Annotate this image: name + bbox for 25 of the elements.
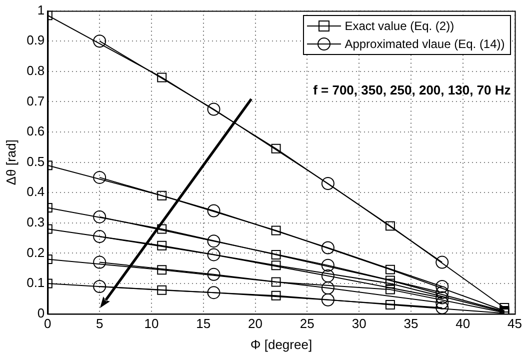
y-tick-label: 0.7: [26, 93, 45, 108]
x-tick-label: 30: [352, 316, 366, 332]
x-tick-label: 40: [456, 316, 470, 332]
x-tick-label: 20: [248, 316, 263, 332]
y-axis-title: Δθ [rad]: [3, 140, 18, 186]
x-tick-label: 10: [144, 316, 159, 332]
y-tick-label: 1: [37, 2, 45, 18]
legend-label: Exact value (Eq. (2)): [344, 18, 454, 34]
x-tick-label: 45: [508, 316, 522, 332]
y-tick-label: 0.4: [26, 184, 45, 200]
annotation: f = 700, 350, 250, 200, 130, 70 Hz: [313, 82, 512, 98]
legend-label: Approximated vlaue (Eq. (14)): [344, 36, 505, 52]
y-tick-label: 0.9: [26, 32, 45, 48]
x-axis-title: Φ [degree]: [250, 336, 312, 352]
y-tick-label: 0.1: [26, 275, 45, 290]
y-tick-label: 0: [37, 305, 45, 320]
y-tick-label: 0.2: [26, 244, 45, 260]
x-tick-label: 35: [404, 316, 418, 332]
x-tick-label: 5: [96, 316, 104, 332]
x-tick-label: 15: [196, 316, 211, 332]
y-tick-label: 0.5: [26, 154, 45, 169]
x-tick-label: 25: [300, 316, 314, 332]
y-tick-label: 0.8: [26, 62, 45, 78]
y-tick-label: 0.6: [26, 124, 45, 139]
y-tick-label: 0.3: [26, 214, 45, 230]
